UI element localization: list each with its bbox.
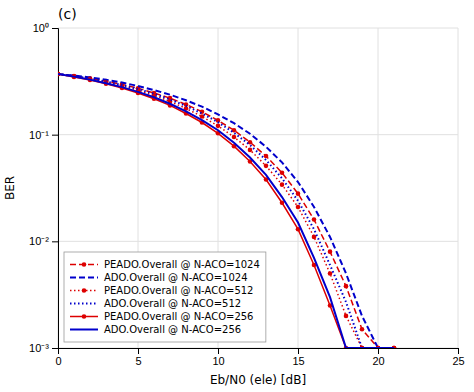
legend: PEADO.Overall @ N-ACO=1024 ADO.Overall @ … xyxy=(64,252,266,342)
legend-marker xyxy=(82,288,87,293)
series-marker xyxy=(312,217,317,222)
y-axis-tick-label: 10⁻³ xyxy=(29,342,49,354)
x-axis-line xyxy=(59,349,459,355)
x-axis-label: Eb/N0 (ele) [dB] xyxy=(210,373,306,387)
legend-label: PEADO.Overall @ N-ACO=256 xyxy=(104,311,253,322)
grid-line-y xyxy=(58,28,458,29)
y-axis: 10⁻³ 10⁻² 10⁻¹ 10⁰ xyxy=(29,22,58,354)
legend-label: ADO.Overall @ N-ACO=1024 xyxy=(104,272,248,283)
legend-swatch xyxy=(70,303,98,305)
legend-swatch xyxy=(70,277,98,279)
y-axis-tick: 10⁻¹ xyxy=(29,129,58,141)
legend-box xyxy=(64,252,266,342)
x-axis-tick-label: 0 xyxy=(55,355,61,367)
grid-line-x xyxy=(378,28,379,348)
series-marker xyxy=(216,124,221,129)
x-axis-tick-mark xyxy=(458,348,459,354)
series-line xyxy=(58,74,394,348)
grid-line-x xyxy=(458,28,459,348)
legend-label: PEADO.Overall @ N-ACO=1024 xyxy=(104,259,260,270)
grid-line-y xyxy=(58,241,458,242)
y-axis-tick-mark xyxy=(52,135,58,136)
legend-marker xyxy=(82,262,87,267)
grid-line-y xyxy=(58,134,458,135)
y-axis-line xyxy=(52,29,59,349)
series-marker xyxy=(296,191,301,196)
series-line xyxy=(58,74,394,348)
series-line xyxy=(58,74,394,348)
x-axis-tick-label: 5 xyxy=(135,355,141,367)
x-axis: 0 5 10 15 20 25 xyxy=(55,348,464,367)
series-marker xyxy=(232,135,237,140)
series-line xyxy=(58,74,394,348)
series-marker xyxy=(296,205,301,210)
series-marker xyxy=(312,235,317,240)
series-marker xyxy=(264,154,269,159)
series-marker xyxy=(280,170,285,175)
x-axis-tick-mark xyxy=(138,348,139,354)
y-axis-tick: 10⁻² xyxy=(29,235,58,247)
series-marker xyxy=(248,140,253,145)
series-marker xyxy=(328,271,333,276)
y-axis-tick-label: 10⁻² xyxy=(29,235,49,247)
series-marker xyxy=(344,314,349,319)
series-marker xyxy=(264,164,269,169)
x-axis-tick: 0 xyxy=(55,348,61,367)
x-axis-tick-mark xyxy=(378,348,379,354)
y-axis-tick-mark xyxy=(52,241,58,242)
x-axis-tick-label: 10 xyxy=(212,355,224,367)
plot-area: 0 5 10 15 20 25 10⁻³ 10⁻² 10⁻¹ 10⁰ PEADO.Overall @… xyxy=(29,22,465,367)
x-axis-tick-label: 25 xyxy=(452,355,464,367)
legend-label: ADO.Overall @ N-ACO=512 xyxy=(104,298,241,309)
y-axis-tick: 10⁻³ xyxy=(29,342,58,354)
series-marker xyxy=(280,182,285,187)
series-line xyxy=(58,74,394,348)
x-axis-tick: 25 xyxy=(452,348,464,367)
x-axis-tick: 15 xyxy=(292,348,304,367)
series-marker xyxy=(328,249,333,254)
x-axis-tick-mark xyxy=(218,348,219,354)
x-axis-tick: 5 xyxy=(135,348,141,367)
x-axis-tick: 10 xyxy=(212,348,224,367)
series-group xyxy=(58,72,396,348)
y-axis-tick-mark xyxy=(52,28,58,29)
title: (c) xyxy=(58,6,77,22)
grid xyxy=(58,28,458,348)
legend-label: ADO.Overall @ N-ACO=256 xyxy=(104,324,241,335)
legend-label: PEADO.Overall @ N-ACO=512 xyxy=(104,285,253,296)
y-axis-tick-label: 10⁻¹ xyxy=(29,129,49,141)
series-marker xyxy=(248,148,253,153)
x-axis-tick-mark xyxy=(298,348,299,354)
series-marker xyxy=(344,284,349,289)
y-axis-tick: 10⁰ xyxy=(33,22,58,34)
grid-line-x xyxy=(298,28,299,348)
legend-marker xyxy=(82,314,87,319)
series-line xyxy=(58,74,394,348)
y-axis-tick-label: 10⁰ xyxy=(33,22,49,34)
x-axis-tick: 20 xyxy=(372,348,384,367)
chart: 0 5 10 15 20 25 10⁻³ 10⁻² 10⁻¹ 10⁰ PEADO.Overall @… xyxy=(0,0,474,392)
y-axis-label: BER xyxy=(3,176,17,200)
x-axis-tick-label: 20 xyxy=(372,355,384,367)
legend-swatch xyxy=(70,329,98,331)
x-axis-tick-label: 15 xyxy=(292,355,304,367)
y-axis-tick-mark xyxy=(52,348,58,349)
series-marker xyxy=(360,327,365,332)
series-marker xyxy=(232,128,237,133)
